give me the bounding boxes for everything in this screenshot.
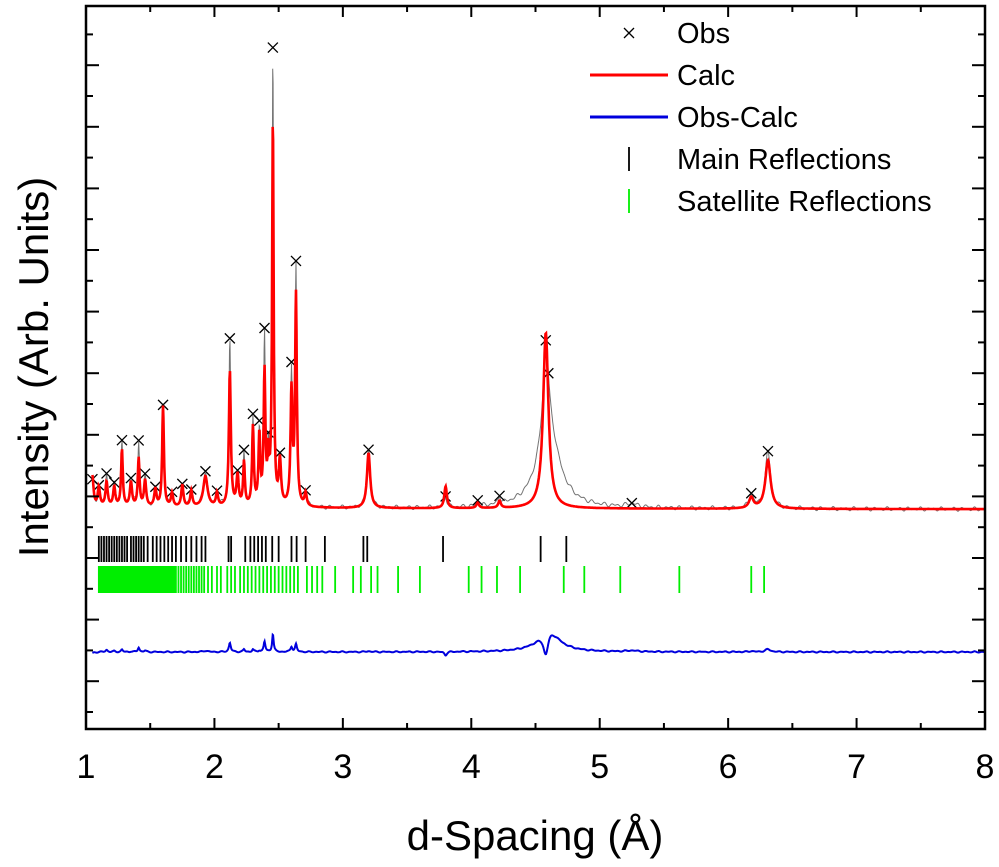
series-obs xyxy=(91,68,985,512)
series-layer xyxy=(86,42,985,657)
series-calc xyxy=(91,126,985,511)
reflection-ticks-layer xyxy=(97,536,766,593)
x-tick-label: 6 xyxy=(719,748,738,786)
obs-marker xyxy=(232,464,244,476)
legend-label: Satellite Reflections xyxy=(677,186,932,218)
obs-marker xyxy=(472,494,484,506)
legend-label: Obs-Calc xyxy=(677,102,798,134)
obs-marker xyxy=(626,497,638,509)
legend-label: Obs xyxy=(677,18,730,50)
x-tick-label: 8 xyxy=(976,748,995,786)
x-tick-label: 1 xyxy=(77,748,96,786)
x-tick-label: 3 xyxy=(333,748,352,786)
x-tick-label: 2 xyxy=(205,748,224,786)
obs-marker xyxy=(139,468,151,480)
obs-marker xyxy=(494,490,505,502)
legend: Obs Calc Obs-Calc Main Reflections Satellite… xyxy=(590,18,932,218)
obs-marker xyxy=(238,444,250,456)
obs-marker xyxy=(133,434,145,446)
legend-label: Main Reflections xyxy=(677,144,891,176)
plot-frame xyxy=(84,4,987,731)
y-axis-label: Intensity (Arb. Units) xyxy=(10,177,57,557)
obs-marker xyxy=(290,255,302,267)
obs-marker xyxy=(745,487,757,499)
legend-item-calc: Calc xyxy=(590,60,735,92)
x-tick-label: 7 xyxy=(847,748,866,786)
obs-marker xyxy=(108,476,120,488)
x-tick-label: 5 xyxy=(590,748,609,786)
obs-marker xyxy=(762,445,774,457)
obs-marker xyxy=(116,434,128,446)
plot-area-clip-group xyxy=(86,42,985,657)
legend-item-satellite: Satellite Reflections xyxy=(628,186,932,218)
legend-item-main: Main Reflections xyxy=(628,144,891,176)
axis-ticks-layer xyxy=(85,6,986,729)
obs-marker xyxy=(224,332,236,344)
series-obs-calc xyxy=(92,632,985,657)
legend-label: Calc xyxy=(677,60,735,92)
obs-marker xyxy=(199,465,211,477)
obs-marker xyxy=(440,490,452,502)
obs-marker xyxy=(259,322,270,334)
x-tick-label: 4 xyxy=(462,748,481,786)
x-tick-labels: 1 2 3 4 5 6 7 8 xyxy=(77,748,995,786)
obs-marker xyxy=(157,399,169,411)
legend-item-obs: Obs xyxy=(623,18,730,50)
legend-item-diff: Obs-Calc xyxy=(590,102,798,134)
legend-swatch xyxy=(623,27,635,39)
obs-marker xyxy=(267,42,279,54)
x-axis-label: d-Spacing (Å) xyxy=(407,812,664,859)
obs-marker xyxy=(101,468,113,479)
obs-marker xyxy=(125,472,137,484)
obs-marker xyxy=(363,444,375,456)
